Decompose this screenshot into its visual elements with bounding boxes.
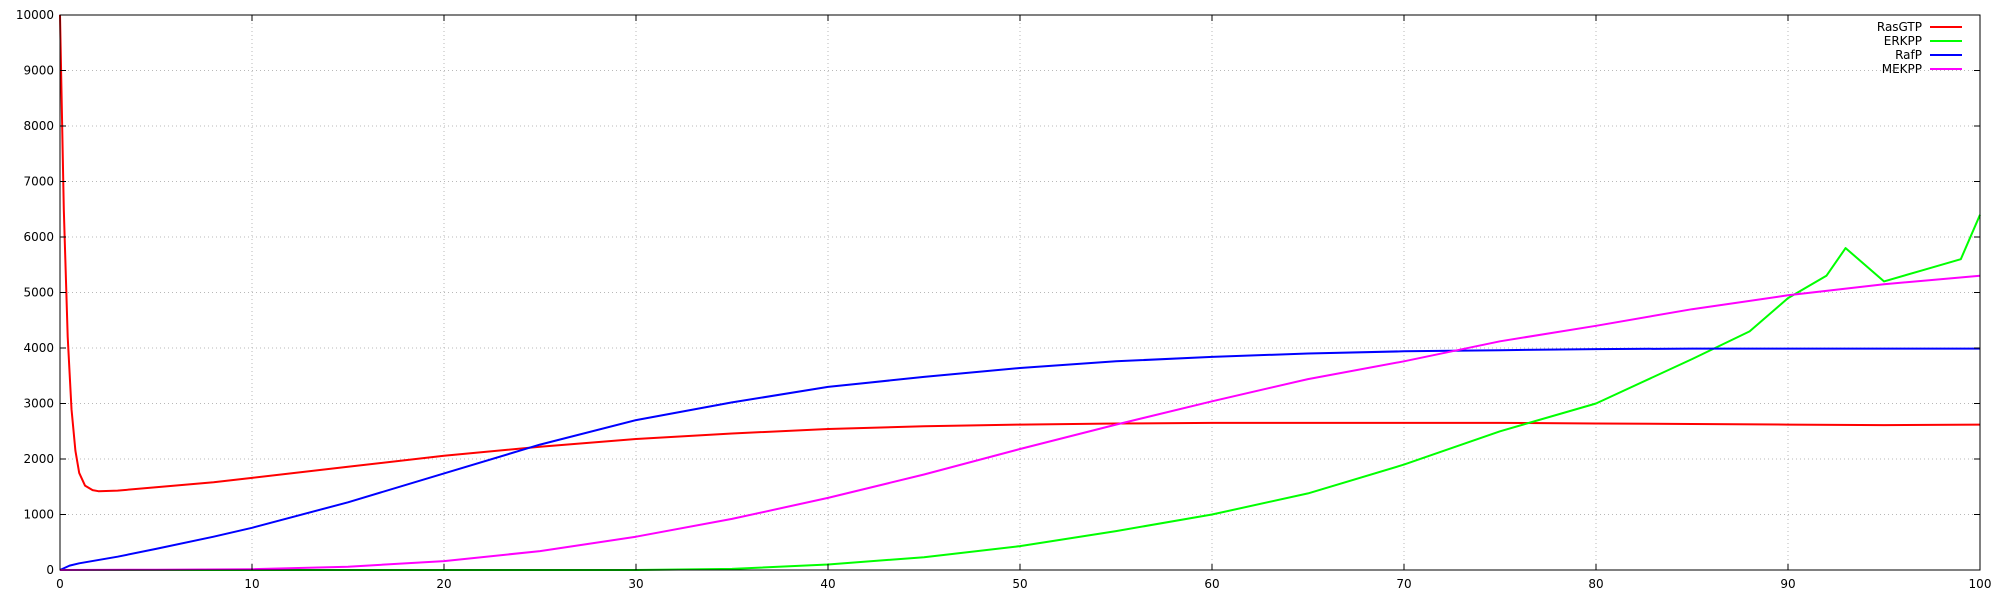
y-tick-label: 4000 <box>23 341 54 355</box>
axes: 0 10 20 30 40 50 60 70 80 90 100010002000300040005… <box>16 8 1992 591</box>
y-tick-label: 5000 <box>23 286 54 300</box>
series-line-erkpp <box>60 214 1981 571</box>
y-tick-label: 3000 <box>23 397 54 411</box>
x-tick-label: 0 <box>56 577 64 591</box>
x-tick-label: 10 <box>244 577 259 591</box>
series-line-rafp <box>59 347 1980 571</box>
series-line-rasgtp <box>59 14 1981 493</box>
x-tick-label: 80 <box>1588 577 1603 591</box>
x-tick-label: 60 <box>1204 577 1219 591</box>
y-tick-label: 10000 <box>16 8 54 22</box>
y-tick-label: 2000 <box>23 452 54 466</box>
y-tick-label: 0 <box>46 563 54 577</box>
x-tick-label: 30 <box>628 577 643 591</box>
grid <box>60 15 1980 570</box>
y-tick-label: 7000 <box>23 175 54 189</box>
x-tick-label: 40 <box>820 577 835 591</box>
legend-label-rasgtp: RasGTP <box>1877 20 1922 34</box>
x-tick-label: 20 <box>436 577 451 591</box>
legend-label-erkpp: ERKPP <box>1884 34 1922 48</box>
x-tick-label: 90 <box>1780 577 1795 591</box>
y-tick-label: 1000 <box>23 508 54 522</box>
legend-label-mekpp: MEKPP <box>1882 62 1922 76</box>
y-tick-label: 6000 <box>23 230 54 244</box>
series-lines <box>59 14 1981 571</box>
y-tick-label: 9000 <box>23 64 54 78</box>
x-tick-label: 50 <box>1012 577 1027 591</box>
y-tick-label: 8000 <box>23 119 54 133</box>
series-line-mekpp <box>59 274 1981 571</box>
x-tick-label: 70 <box>1396 577 1411 591</box>
legend-label-rafp: RafP <box>1895 48 1922 62</box>
x-tick-label: 100 <box>1969 577 1992 591</box>
